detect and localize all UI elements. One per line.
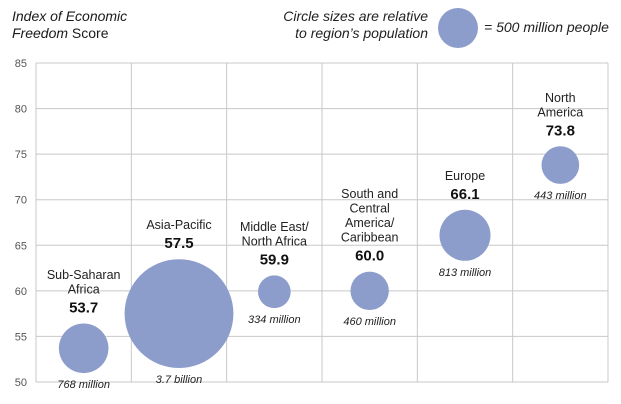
y-tick-label: 80 [15,104,27,116]
bubble [439,209,491,261]
region-label: Sub-Saharan [47,268,121,282]
bubble [541,146,580,184]
population-label: 443 million [534,190,587,202]
legend-equals-label: = 500 million people [484,19,609,35]
population-label: 768 million [57,379,110,391]
score-label: 53.7 [69,299,98,316]
region-label: North [545,91,576,105]
bubble [58,323,109,374]
region-label: North Africa [242,234,307,248]
population-label: 813 million [439,267,492,279]
score-label: 57.5 [164,235,193,252]
score-label: 66.1 [450,186,479,203]
region-label: America [537,105,583,119]
region-label: Middle East/ [240,220,309,234]
y-tick-label: 70 [15,195,27,207]
y-tick-label: 75 [15,149,27,161]
y-tick-label: 55 [15,331,27,343]
y-tick-label: 85 [15,58,27,70]
legend-note-line1: Circle sizes are relative [283,8,428,24]
chart-title-italic-word: Freedom [12,25,69,41]
chart-title-rest: Score [68,25,109,41]
population-label: 460 million [343,316,396,328]
population-label: 3.7 billion [156,374,202,386]
score-label: 60.0 [355,248,384,265]
bubble [350,271,389,311]
chart-title-line1: Index of Economic [12,8,128,24]
region-label: Europe [445,169,485,183]
region-label: America/ [345,216,395,230]
y-tick-label: 60 [15,286,27,298]
region-label: Central [350,202,390,216]
region-label: Africa [68,282,100,296]
y-tick-label: 65 [15,240,27,252]
population-label: 334 million [248,314,301,326]
score-label: 73.8 [546,122,575,139]
chart-title-line2: Freedom Score [12,25,127,42]
y-tick-label: 50 [15,377,27,389]
region-label: Asia-Pacific [146,218,211,232]
legend-note-line2: to region’s population [295,25,428,41]
legend-note: Circle sizes are relative to region’s po… [268,8,428,42]
legend-circle [438,8,478,48]
score-label: 59.9 [260,251,289,268]
bubble [124,259,234,369]
bubble [257,275,291,309]
chart-title: Index of Economic Freedom Score [12,8,127,42]
region-label: South and [341,187,398,201]
region-label: Caribbean [341,231,399,245]
